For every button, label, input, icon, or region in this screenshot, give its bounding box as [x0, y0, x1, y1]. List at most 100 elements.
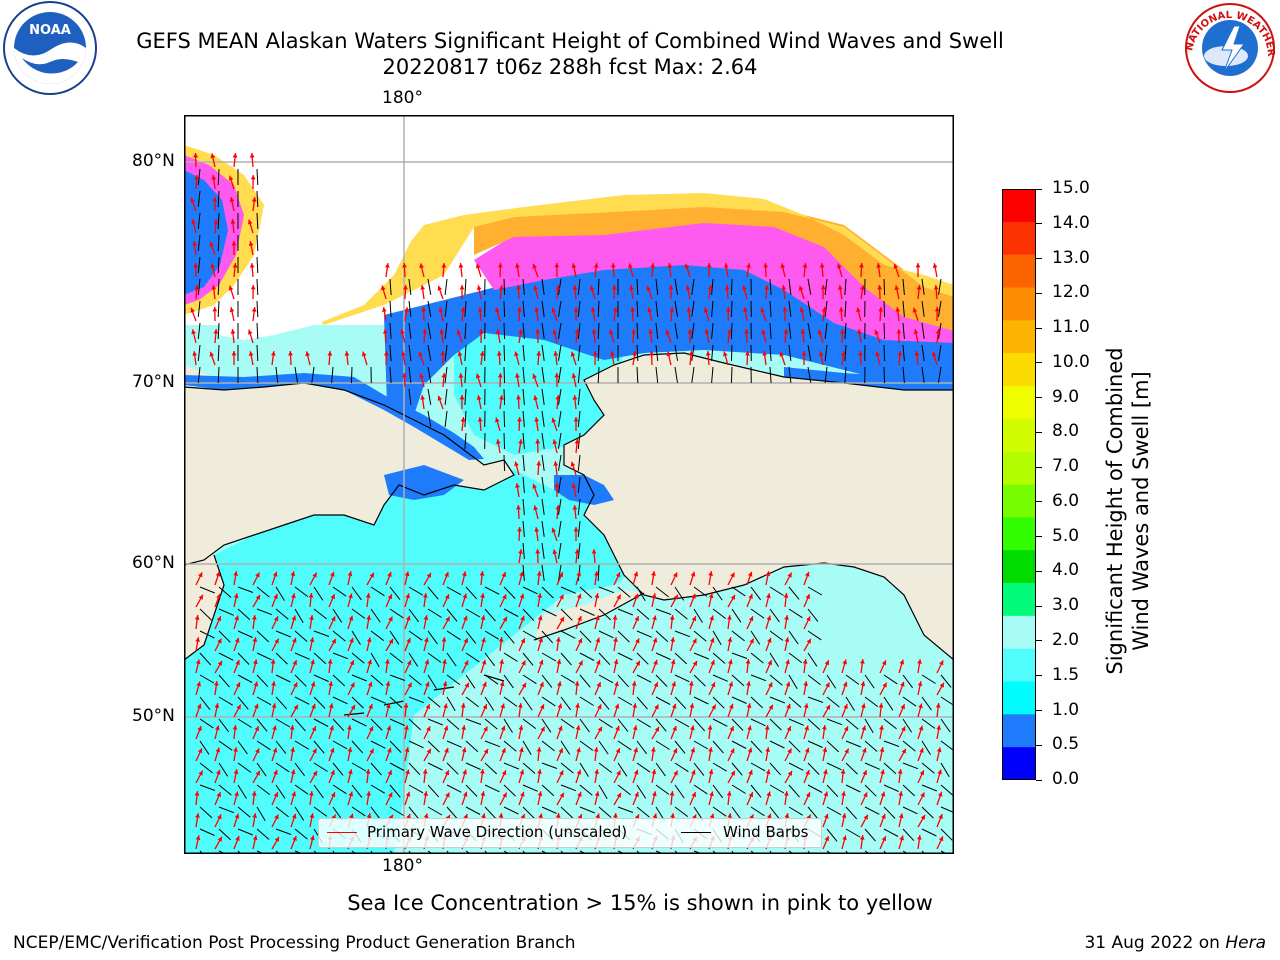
wave-arrowhead: [730, 770, 735, 776]
wave-arrowhead: [519, 769, 525, 775]
wind-barb: [731, 586, 746, 597]
wind-barb: [731, 762, 743, 776]
wave-arrowhead: [575, 725, 581, 731]
wind-barb: [541, 366, 545, 383]
wave-arrowhead: [880, 791, 886, 797]
wave-arrowhead: [594, 571, 599, 576]
wave-arrowhead: [479, 351, 485, 356]
wave-arrowhead: [917, 681, 923, 687]
wave-arrowhead: [460, 417, 466, 422]
wind-barb: [541, 762, 558, 769]
wave-arrowhead: [254, 726, 259, 732]
wave-arrowhead: [540, 726, 545, 732]
wind-barb: [558, 366, 562, 383]
wave-arrowhead: [690, 725, 695, 731]
wave-arrowhead: [423, 615, 429, 620]
wave-arrowhead: [234, 615, 239, 621]
wave-arrowhead: [782, 307, 788, 312]
wind-barb: [655, 762, 666, 777]
footer-date-text: 31 Aug 2022 on: [1084, 933, 1226, 953]
wave-arrowhead: [253, 681, 259, 687]
wind-barb: [275, 366, 279, 383]
wind-barb: [351, 586, 362, 601]
wave-arrowhead: [919, 770, 925, 776]
wind-barb: [750, 762, 766, 772]
wave-arrowhead: [708, 769, 714, 775]
wave-arrowhead: [517, 307, 522, 312]
wave-arrowhead: [537, 791, 543, 797]
wave-arrowhead: [255, 594, 260, 600]
wave-arrowhead: [520, 791, 525, 797]
wind-barb: [503, 850, 511, 854]
wind-barb: [465, 762, 481, 770]
wind-barb: [427, 784, 440, 798]
wind-barb: [655, 608, 672, 615]
wind-barb: [636, 652, 649, 665]
wave-arrowhead: [405, 593, 410, 599]
wave-arrowhead: [613, 813, 618, 818]
wave-arrowhead: [704, 329, 710, 334]
wind-barb: [750, 630, 761, 645]
wave-arrowhead: [252, 813, 257, 818]
wave-arrowhead: [858, 351, 863, 356]
wave-arrowhead: [329, 747, 335, 753]
wave-arrowhead: [274, 638, 279, 644]
wave-arrowhead: [537, 593, 542, 598]
land-kamchatka: [184, 545, 224, 660]
wave-arrowhead: [309, 813, 315, 818]
wave-arrowhead: [691, 792, 696, 798]
wind-barb: [313, 630, 330, 637]
wind-barb: [522, 366, 525, 383]
wave-arrowhead: [211, 175, 217, 180]
wind-barb: [218, 806, 235, 814]
wind-barb: [807, 718, 821, 731]
wave-arrowhead: [558, 572, 564, 578]
wave-arrowhead: [651, 571, 656, 576]
wave-arrowhead: [893, 263, 899, 269]
wind-barb: [237, 608, 251, 621]
wave-arrowhead: [937, 791, 943, 797]
wave-arrowhead: [802, 263, 808, 268]
wind-barb: [256, 212, 259, 230]
wave-arrowhead: [274, 814, 279, 820]
wave-arrowhead: [596, 682, 601, 688]
wave-arrowhead: [328, 703, 334, 709]
legend-barb-line: [681, 832, 711, 833]
wave-arrowhead: [669, 615, 675, 620]
wave-arrowhead: [232, 725, 238, 730]
wave-arrowhead: [897, 351, 903, 356]
wind-barb: [408, 608, 420, 623]
wave-arrowhead: [520, 615, 525, 621]
wave-arrowhead: [559, 770, 564, 776]
wind-barb: [844, 322, 847, 340]
coastline-kamchatka: [184, 554, 225, 661]
wind-barb: [199, 608, 212, 621]
wind-barb: [617, 652, 633, 661]
wind-barb: [237, 762, 252, 773]
wave-arrowhead: [728, 659, 733, 665]
wind-barb: [484, 696, 495, 711]
wave-arrowhead: [591, 549, 597, 554]
wind-barb: [275, 630, 291, 638]
wind-barb: [313, 784, 324, 799]
wind-barb: [636, 322, 639, 340]
wind-barb: [807, 344, 812, 361]
wind-barb: [522, 740, 532, 755]
wave-arrowhead: [573, 307, 579, 312]
wind-barb: [522, 520, 525, 537]
wave-arrowhead: [671, 703, 677, 709]
wave-arrowhead: [896, 329, 902, 334]
wave-arrowhead: [539, 682, 544, 687]
wind-barb: [446, 608, 458, 622]
wind-barb: [237, 784, 247, 799]
wave-arrowhead: [573, 527, 579, 532]
colorbar-tick-label: 11.0: [1052, 317, 1090, 338]
wind-barb: [294, 674, 307, 687]
wave-arrowhead: [785, 659, 790, 665]
wind-barb: [484, 630, 499, 640]
wind-barb: [503, 322, 506, 340]
wave-arrowhead: [518, 549, 523, 554]
wind-barb: [199, 718, 214, 729]
wind-barb: [294, 366, 298, 383]
footer-date: 31 Aug 2022 on Hera: [1084, 933, 1266, 953]
